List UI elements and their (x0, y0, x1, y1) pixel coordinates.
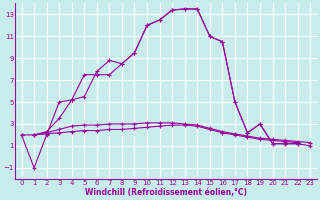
X-axis label: Windchill (Refroidissement éolien,°C): Windchill (Refroidissement éolien,°C) (85, 188, 247, 197)
